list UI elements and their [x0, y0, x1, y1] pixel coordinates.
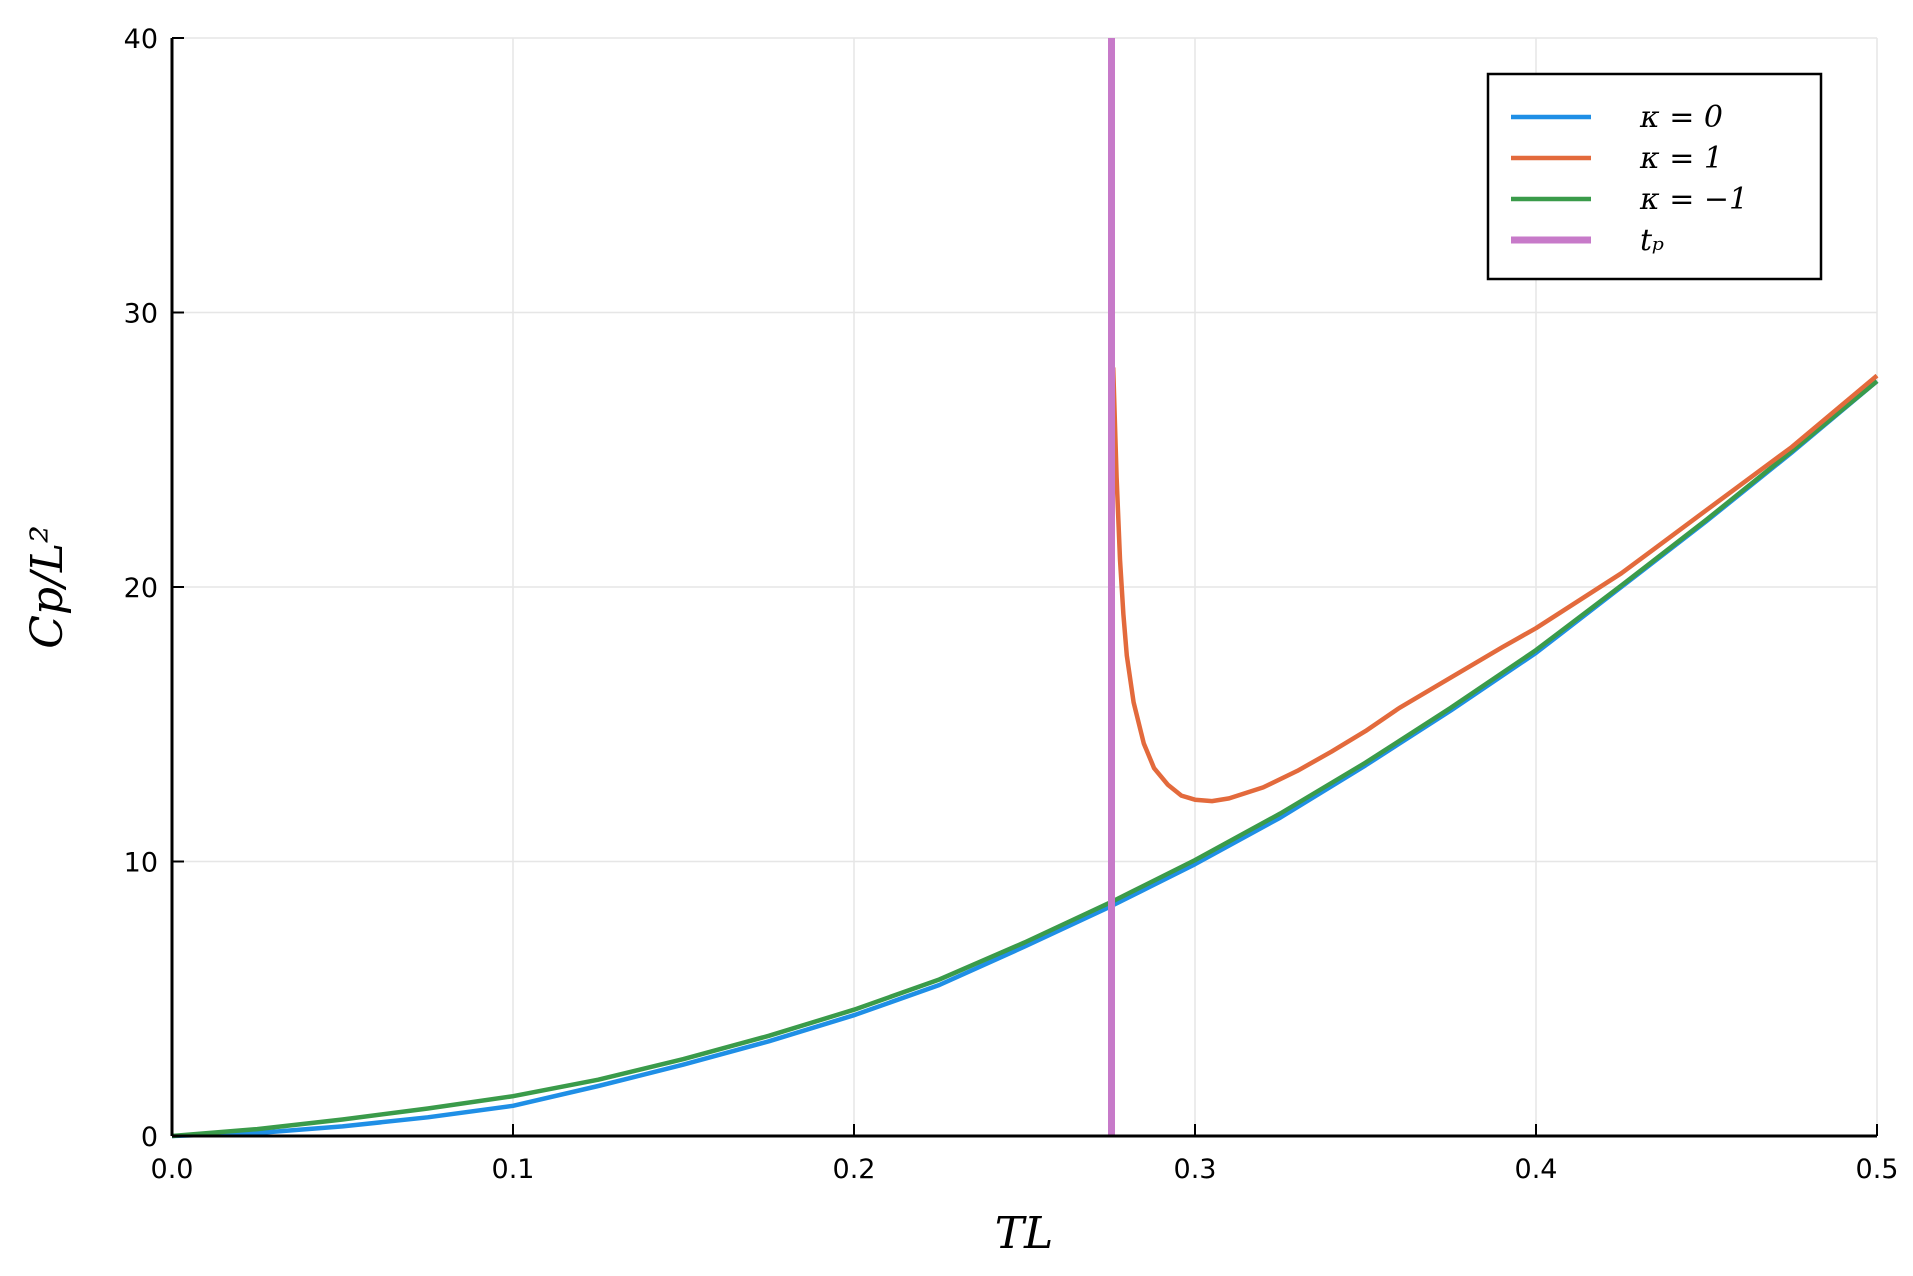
legend-label: κ = 0 [1639, 100, 1723, 135]
series-line-0 [171, 379, 1879, 1139]
legend: κ = 0 κ = 1 κ = −1 tₚ [1486, 72, 1823, 281]
x-tick-label: 0.5 [1856, 1154, 1899, 1185]
x-axis-label: TL [995, 1208, 1054, 1259]
x-tick-label: 0.3 [1174, 1154, 1217, 1185]
y-tick-label: 20 [124, 573, 158, 604]
ticks: 0.0 0.1 0.2 0.3 0.4 0.5 0 10 20 30 40 [124, 24, 1899, 1185]
x-tick-label: 0.2 [833, 1154, 876, 1185]
x-tick-label: 0.4 [1515, 1154, 1558, 1185]
legend-box [1486, 72, 1823, 281]
y-tick-label: 40 [124, 24, 158, 55]
x-tick-label: 0.1 [492, 1154, 535, 1185]
x-tick-label: 0.0 [151, 1154, 194, 1185]
y-tick-label: 0 [141, 1122, 158, 1153]
legend-label: κ = 1 [1639, 141, 1723, 176]
series-line-1 [1110, 367, 1879, 804]
series-group [171, 38, 1879, 1139]
legend-label: tₚ [1640, 223, 1664, 258]
series-line-2 [171, 379, 1879, 1139]
y-tick-label: 10 [124, 848, 158, 879]
legend-label: κ = −1 [1639, 182, 1748, 217]
y-axis-label: Cp/L² [22, 525, 73, 649]
y-tick-label: 30 [124, 299, 158, 330]
